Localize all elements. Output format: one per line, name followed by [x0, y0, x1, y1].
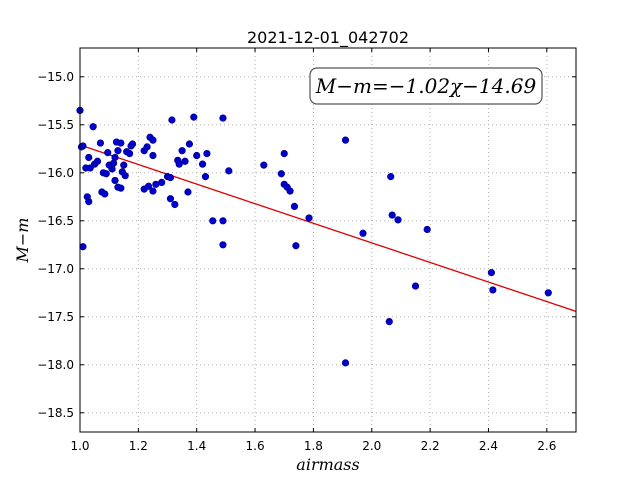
data-point — [203, 150, 211, 158]
data-point — [280, 150, 288, 158]
data-point — [292, 242, 300, 250]
chart-title: 2021-12-01_042702 — [247, 28, 409, 48]
y-tick-label: −18.0 — [37, 358, 74, 372]
y-axis-label: M−m — [13, 218, 32, 264]
x-tick-label: 1.4 — [187, 439, 206, 453]
data-point — [89, 123, 97, 131]
data-point — [117, 139, 125, 147]
data-point — [93, 157, 102, 165]
fit-line — [79, 144, 577, 313]
data-point — [201, 173, 210, 181]
data-point — [85, 153, 93, 162]
data-point — [85, 198, 93, 206]
fit-line-group — [79, 144, 577, 313]
y-tick-label: −18.5 — [37, 406, 74, 420]
data-point — [149, 136, 157, 144]
data-point — [184, 188, 192, 196]
x-tick-label: 2.6 — [537, 439, 556, 453]
x-tick-label: 1.2 — [129, 439, 148, 453]
data-point — [341, 359, 350, 367]
y-tick-label: −17.5 — [37, 310, 74, 324]
data-point — [120, 161, 128, 169]
data-point — [387, 173, 395, 181]
fit-legend-box: M−m=−1.02χ−14.69 — [309, 67, 543, 105]
data-point — [185, 140, 194, 148]
data-point — [489, 286, 497, 294]
grid — [79, 48, 576, 432]
y-tick-label: −15.5 — [37, 118, 74, 132]
data-point — [181, 157, 189, 165]
data-point — [102, 170, 110, 178]
data-point — [193, 151, 201, 160]
data-point — [286, 187, 294, 195]
data-point — [394, 216, 402, 224]
data-point — [149, 187, 157, 195]
data-point — [305, 214, 313, 222]
data-points — [76, 106, 552, 367]
y-tick-label: −17.0 — [37, 262, 74, 276]
data-point — [423, 225, 431, 234]
data-point — [198, 160, 207, 168]
data-point — [121, 172, 129, 180]
x-tick-label: 2.2 — [421, 439, 440, 453]
data-point — [175, 160, 183, 168]
data-point — [144, 182, 153, 190]
data-point — [385, 318, 393, 326]
data-point — [166, 195, 175, 203]
x-axis-label: airmass — [296, 455, 359, 474]
data-point — [101, 190, 109, 198]
y-tick-label: −16.0 — [37, 166, 74, 180]
x-tick-label: 1.0 — [70, 439, 89, 453]
data-point — [190, 113, 198, 121]
x-tick-label: 1.8 — [304, 439, 323, 453]
data-point — [487, 269, 495, 277]
fit-legend-frame — [309, 67, 543, 105]
data-point — [168, 116, 176, 124]
data-point — [544, 289, 552, 297]
data-point — [104, 149, 112, 157]
data-point — [178, 147, 186, 155]
data-point — [79, 243, 87, 251]
data-point — [277, 170, 285, 178]
y-tick-labels: −15.0 −15.5 −16.0 −16.5 −17.0 −17.5 −18.0 −18.5 — [37, 70, 74, 420]
data-point — [219, 241, 227, 249]
data-point — [143, 143, 151, 151]
data-point — [219, 114, 227, 122]
data-point — [126, 150, 134, 158]
data-point — [117, 184, 125, 192]
x-tick-label: 2.0 — [362, 439, 381, 453]
plot-frame — [79, 47, 577, 433]
y-tick-label: −15.0 — [37, 70, 74, 84]
data-point — [260, 161, 268, 169]
data-point — [111, 176, 119, 185]
data-point — [219, 217, 227, 225]
fit-equation: M−m=−1.02χ−14.69 — [315, 74, 537, 98]
x-tick-labels: 1.0 1.2 1.4 1.6 1.8 2.0 2.2 2.4 2.6 — [70, 439, 556, 453]
data-point — [411, 282, 420, 290]
data-point — [114, 147, 122, 155]
data-point — [128, 140, 137, 148]
y-tick-label: −16.5 — [37, 214, 74, 228]
data-point — [341, 136, 350, 144]
data-point — [171, 200, 179, 209]
data-point — [79, 142, 87, 150]
data-point — [359, 229, 367, 237]
data-point — [166, 174, 175, 182]
data-point — [209, 217, 217, 225]
data-point — [290, 202, 299, 210]
data-point — [96, 139, 105, 147]
data-point — [111, 153, 119, 162]
x-tick-label: 2.4 — [479, 439, 498, 453]
data-point — [158, 178, 166, 186]
data-point — [388, 211, 396, 219]
data-point — [149, 151, 157, 160]
x-tick-label: 1.6 — [246, 439, 265, 453]
data-point — [225, 167, 233, 175]
